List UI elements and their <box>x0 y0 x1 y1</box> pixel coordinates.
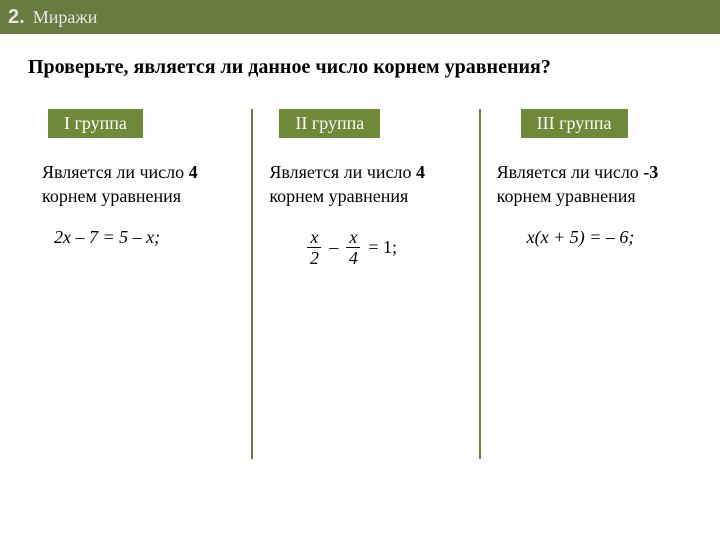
header-number: 2. <box>8 6 25 29</box>
fraction-op: – <box>329 237 338 258</box>
instruction-text: Проверьте, является ли данное число корн… <box>28 56 720 79</box>
group-1-equation: 2х – 7 = 5 – х; <box>42 227 235 248</box>
group-3-question-prefix: Является ли число <box>497 162 644 182</box>
group-1-badge: I группа <box>48 109 143 138</box>
group-2-number: 4 <box>416 162 425 182</box>
group-1-question: Является ли число 4 корнем уравнения <box>42 160 235 209</box>
group-3-question-suffix: корнем уравнения <box>497 186 636 206</box>
divider-2 <box>479 109 481 459</box>
group-2: II группа Является ли число 4 корнем ура… <box>257 109 474 489</box>
fraction-2: x 4 <box>346 228 360 267</box>
group-2-equation: x 2 – x 4 = 1; <box>269 227 462 267</box>
fraction-1: x 2 <box>307 228 321 267</box>
header-title: Миражи <box>33 7 98 28</box>
fraction-2-num: x <box>346 228 360 248</box>
group-3-question: Является ли число -3 корнем уравнения <box>497 160 690 209</box>
fraction-rhs: = 1; <box>368 237 397 258</box>
group-1-question-prefix: Является ли число <box>42 162 189 182</box>
fraction-1-den: 2 <box>310 248 319 267</box>
group-1-question-suffix: корнем уравнения <box>42 186 181 206</box>
group-3-equation: х(х + 5) = – 6; <box>497 227 690 248</box>
group-1: I группа Является ли число 4 корнем урав… <box>30 109 247 489</box>
fraction-2-den: 4 <box>349 248 358 267</box>
group-3-number: -3 <box>643 162 658 182</box>
group-3-badge: III группа <box>521 109 628 138</box>
group-2-question: Является ли число 4 корнем уравнения <box>269 160 462 209</box>
columns-container: I группа Является ли число 4 корнем урав… <box>0 109 720 489</box>
group-2-question-prefix: Является ли число <box>269 162 416 182</box>
group-2-badge: II группа <box>279 109 380 138</box>
divider-1 <box>251 109 253 459</box>
header-bar: 2. Миражи <box>0 0 720 34</box>
group-3: III группа Является ли число -3 корнем у… <box>485 109 702 489</box>
group-1-number: 4 <box>189 162 198 182</box>
fraction-1-num: x <box>307 228 321 248</box>
group-2-question-suffix: корнем уравнения <box>269 186 408 206</box>
